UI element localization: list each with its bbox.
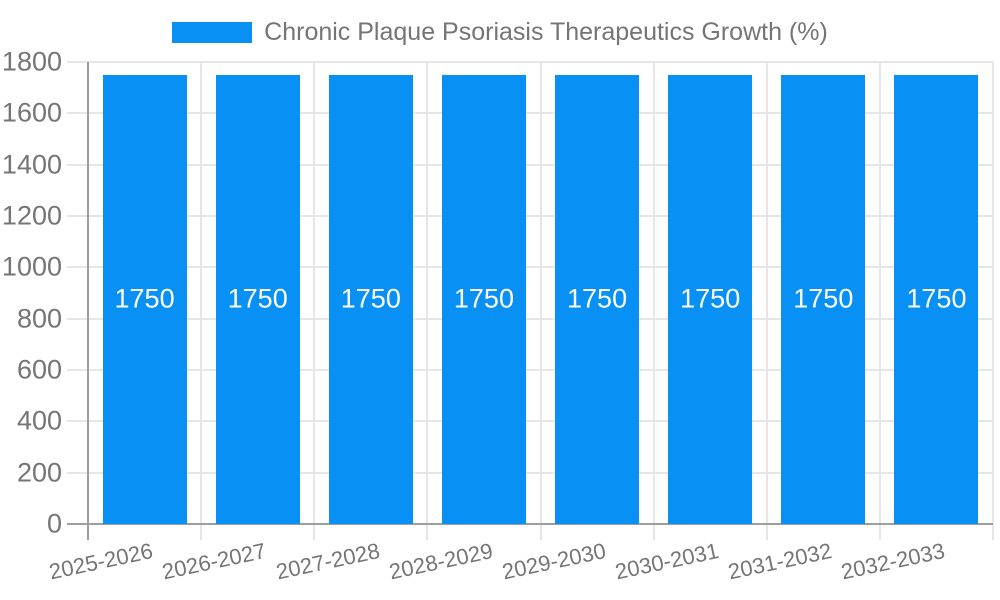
x-gridline <box>878 62 881 524</box>
bar[interactable]: 1750 <box>894 74 979 524</box>
bar-value-label: 1750 <box>227 283 288 314</box>
y-axis-tick <box>67 163 88 166</box>
bar-value-label: 1750 <box>567 283 628 314</box>
legend-item[interactable]: Chronic Plaque Psoriasis Therapeutics Gr… <box>172 17 828 46</box>
y-axis-tick <box>67 471 88 474</box>
y-axis-tick-label: 0 <box>46 508 62 539</box>
bar[interactable]: 1750 <box>328 74 413 524</box>
x-axis-tick-label: 2030-2031 <box>612 538 721 585</box>
y-axis-tick-label: 600 <box>16 354 62 385</box>
y-axis-tick <box>67 523 88 525</box>
bar-value-label: 1750 <box>680 283 741 314</box>
x-axis-tick <box>313 524 316 540</box>
y-axis-tick <box>67 61 88 63</box>
y-axis-tick-label: 1000 <box>1 251 62 282</box>
bar[interactable]: 1750 <box>102 74 187 524</box>
x-gridline <box>652 62 655 524</box>
bar[interactable]: 1750 <box>215 74 300 524</box>
x-gridline <box>992 62 994 524</box>
x-axis-tick <box>992 524 994 540</box>
x-axis-tick <box>652 524 655 540</box>
x-axis-tick <box>878 524 881 540</box>
x-gridline <box>426 62 429 524</box>
y-axis-tick-label: 200 <box>16 457 62 488</box>
y-axis-tick-label: 1400 <box>1 149 62 180</box>
chart-legend: Chronic Plaque Psoriasis Therapeutics Gr… <box>0 15 1000 49</box>
legend-swatch-icon <box>172 21 253 43</box>
y-axis-tick-label: 1600 <box>1 97 62 128</box>
x-axis-line <box>88 523 993 525</box>
bar[interactable]: 1750 <box>781 74 866 524</box>
legend-series-label: Chronic Plaque Psoriasis Therapeutics Gr… <box>264 17 828 46</box>
x-gridline <box>313 62 316 524</box>
x-gridline <box>200 62 203 524</box>
y-axis-line <box>87 62 89 540</box>
bar-value-label: 1750 <box>906 283 967 314</box>
x-axis-tick-label: 2028-2029 <box>386 538 495 585</box>
x-axis-tick <box>539 524 542 540</box>
bar-value-label: 1750 <box>453 283 514 314</box>
y-axis-tick-label: 400 <box>16 405 62 436</box>
x-axis-tick-label: 2025-2026 <box>47 538 156 585</box>
x-axis-tick <box>426 524 429 540</box>
bar-value-label: 1750 <box>114 283 175 314</box>
bar[interactable]: 1750 <box>555 74 640 524</box>
x-axis-tick-label: 2029-2030 <box>499 538 608 585</box>
bar-value-label: 1750 <box>340 283 401 314</box>
bar[interactable]: 1750 <box>668 74 753 524</box>
x-gridline <box>765 62 768 524</box>
y-axis-tick <box>67 266 88 269</box>
y-axis-tick-label: 1800 <box>1 46 62 77</box>
y-axis-tick <box>67 369 88 371</box>
y-axis-tick-label: 1200 <box>1 200 62 231</box>
y-axis-tick <box>67 112 88 115</box>
y-axis-tick <box>67 420 88 423</box>
bar-value-label: 1750 <box>793 283 854 314</box>
y-axis-tick <box>67 215 88 217</box>
y-axis-tick <box>67 317 88 320</box>
y-axis-tick-label: 800 <box>16 303 62 334</box>
x-axis-tick-label: 2026-2027 <box>160 538 269 585</box>
bar[interactable]: 1750 <box>441 74 526 524</box>
x-axis-tick <box>200 524 203 540</box>
x-axis-tick-label: 2032-2033 <box>839 538 948 585</box>
x-axis-tick-label: 2027-2028 <box>273 538 382 585</box>
x-gridline <box>539 62 542 524</box>
x-axis-tick <box>765 524 768 540</box>
x-axis-tick-label: 2031-2032 <box>725 538 835 585</box>
